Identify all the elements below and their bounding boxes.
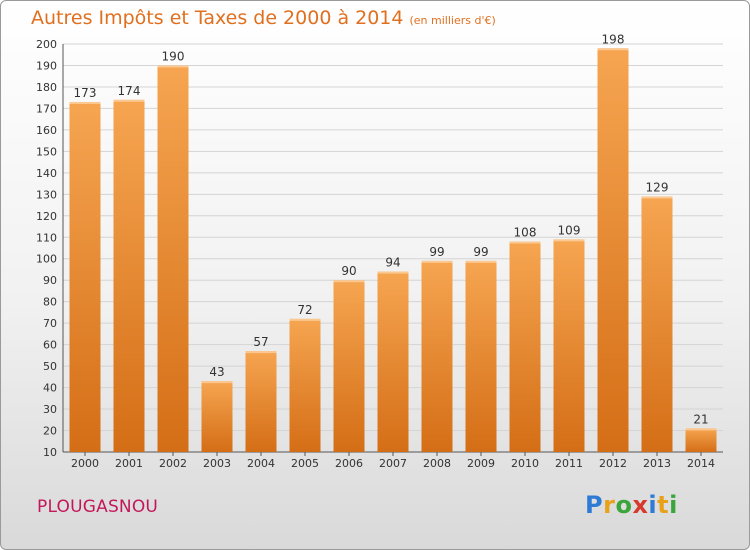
logo-letter: i	[669, 491, 678, 519]
bar	[157, 65, 189, 452]
logo-letter: r	[603, 491, 616, 519]
x-tick-label: 2014	[687, 457, 715, 470]
data-label: 90	[341, 264, 356, 278]
x-tick-label: 2001	[115, 457, 143, 470]
x-tick-label: 2009	[467, 457, 495, 470]
data-label: 57	[253, 335, 268, 349]
bar	[113, 99, 145, 453]
y-tick-label: 40	[43, 382, 57, 395]
bar-highlight	[377, 271, 409, 274]
data-label: 190	[162, 49, 185, 63]
y-tick-label: 190	[36, 59, 57, 72]
data-label: 99	[473, 245, 488, 259]
y-tick-label: 100	[36, 253, 57, 266]
data-label: 94	[385, 256, 400, 270]
y-tick-label: 90	[43, 274, 57, 287]
y-tick-label: 160	[36, 124, 57, 137]
y-tick-label: 10	[43, 446, 57, 459]
bar-highlight	[465, 260, 497, 263]
bar-highlight	[157, 65, 189, 68]
bar	[289, 318, 321, 452]
bar	[685, 428, 717, 452]
bar	[465, 260, 497, 452]
bar-highlight	[685, 428, 717, 431]
x-tick-label: 2000	[71, 457, 99, 470]
bar-highlight	[597, 48, 629, 51]
y-tick-label: 20	[43, 425, 57, 438]
y-tick-label: 130	[36, 188, 57, 201]
x-tick-label: 2013	[643, 457, 671, 470]
x-tick-label: 2003	[203, 457, 231, 470]
data-label: 72	[297, 303, 312, 317]
bar-highlight	[553, 239, 585, 242]
data-label: 43	[209, 365, 224, 379]
y-tick-label: 70	[43, 317, 57, 330]
bar	[641, 196, 673, 452]
bar-highlight	[641, 196, 673, 199]
bar	[553, 239, 585, 452]
logo-letter: P	[585, 491, 604, 519]
y-tick-label: 150	[36, 145, 57, 158]
y-tick-label: 180	[36, 81, 57, 94]
y-tick-label: 50	[43, 360, 57, 373]
city-name: PLOUGASNOU	[37, 497, 159, 517]
x-tick-label: 2007	[379, 457, 407, 470]
data-label: 174	[118, 84, 141, 98]
x-tick-label: 2004	[247, 457, 275, 470]
data-label: 21	[693, 412, 708, 426]
y-tick-label: 110	[36, 231, 57, 244]
bar	[421, 260, 453, 452]
bar	[245, 351, 277, 452]
logo-letter: i	[648, 491, 658, 519]
labels: 10 20 30 40 50 60 70 80 90 100 110 120 130 140 150 160 1…	[36, 32, 715, 470]
logo-letter: x	[632, 491, 649, 519]
bar-highlight	[201, 381, 233, 384]
chart-title: Autres Impôts et Taxes de 2000 à 2014 (en…	[31, 7, 496, 29]
logo-letter: o	[615, 491, 633, 519]
data-label: 108	[514, 226, 537, 240]
y-tick-label: 170	[36, 102, 57, 115]
bar	[377, 271, 409, 452]
logo-letter: t	[657, 491, 670, 519]
y-tick-label: 80	[43, 296, 57, 309]
x-tick-label: 2002	[159, 457, 187, 470]
bar-highlight	[421, 260, 453, 263]
y-tick-label: 120	[36, 210, 57, 223]
x-tick-label: 2005	[291, 457, 319, 470]
data-label: 173	[74, 86, 97, 100]
bar-highlight	[333, 280, 365, 283]
chart-title-text: Autres Impôts et Taxes de 2000 à 2014	[31, 7, 404, 29]
x-tick-label: 2010	[511, 457, 539, 470]
bar-highlight	[113, 99, 145, 102]
x-tick-label: 2008	[423, 457, 451, 470]
data-label: 198	[602, 32, 625, 46]
bar-highlight	[245, 351, 277, 354]
bar	[69, 101, 101, 453]
bar-highlight	[69, 101, 101, 104]
chart-unit-text: (en milliers d'€)	[409, 14, 496, 27]
x-tick-label: 2012	[599, 457, 627, 470]
x-tick-label: 2011	[555, 457, 583, 470]
y-tick-label: 140	[36, 167, 57, 180]
bar	[509, 241, 541, 452]
bar-highlight	[509, 241, 541, 244]
proxiti-logo[interactable]: Proxiti	[585, 491, 678, 519]
bar-highlight	[289, 318, 321, 321]
bar	[201, 381, 233, 452]
data-label: 99	[429, 245, 444, 259]
y-tick-label: 60	[43, 339, 57, 352]
y-tick-label: 30	[43, 403, 57, 416]
y-tick-label: 200	[36, 38, 57, 51]
bars	[69, 48, 717, 453]
data-label: 129	[646, 180, 669, 194]
bar	[597, 48, 629, 452]
bar	[333, 280, 365, 452]
x-tick-label: 2006	[335, 457, 363, 470]
data-label: 109	[558, 223, 581, 237]
